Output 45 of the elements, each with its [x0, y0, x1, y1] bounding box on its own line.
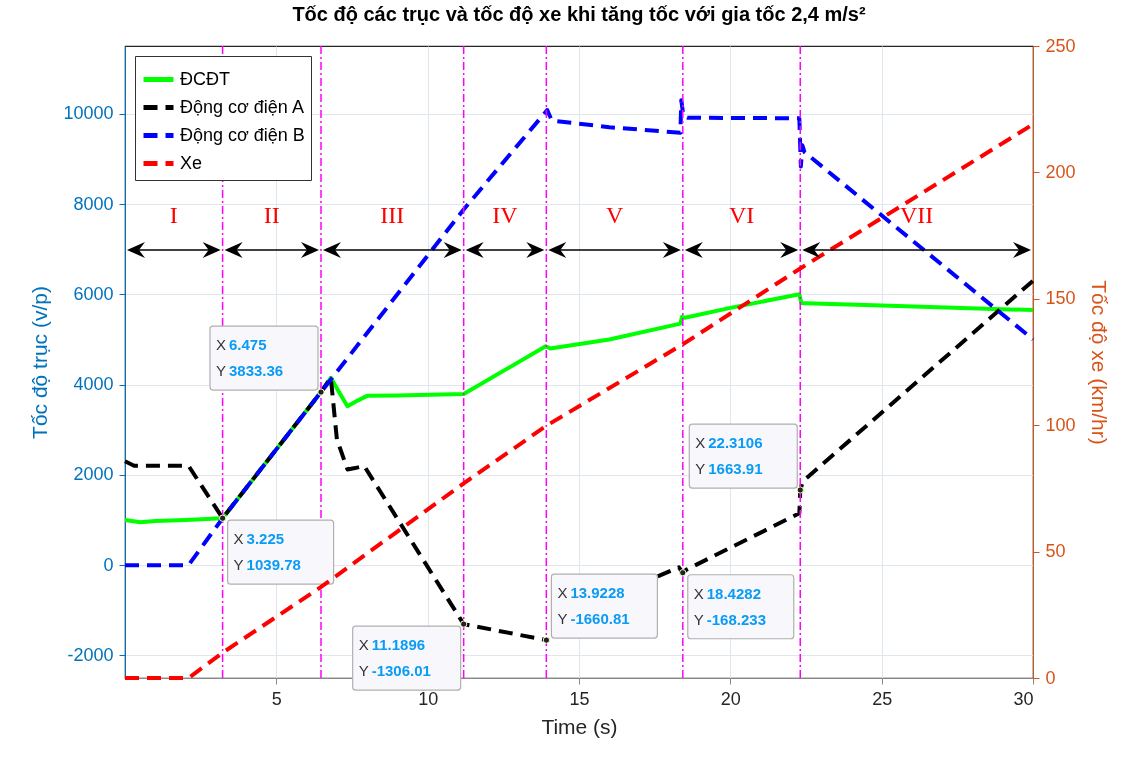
legend-label: ĐCĐT	[180, 68, 230, 89]
y2-tick-label: 150	[1045, 288, 1076, 309]
annotation: X 22.3106 Y 1663.91	[695, 434, 763, 478]
annotation: VII	[899, 202, 934, 228]
annotation: I	[169, 202, 178, 228]
line-series	[123, 98, 1035, 568]
annotation: IV	[492, 202, 519, 228]
annotation: X 11.1896 Y -1306.01	[358, 636, 431, 680]
y2-tick-label: 50	[1045, 541, 1066, 562]
x-tick-label: 10	[418, 688, 439, 709]
x-tick-label: 25	[872, 688, 893, 709]
y2-tick-label: 200	[1045, 161, 1076, 182]
x-tick-label: 15	[569, 688, 590, 709]
y-tick-label: -2000	[67, 644, 114, 665]
annotation: VI	[728, 202, 755, 228]
y-tick-label: 10000	[63, 103, 114, 124]
y2-tick-label: 100	[1045, 414, 1076, 435]
annotation: V	[605, 202, 624, 228]
annotation: II	[263, 202, 280, 228]
point	[679, 569, 687, 577]
annotation: X 18.4282 Y -168.233	[693, 584, 766, 628]
point	[796, 486, 804, 494]
y2-tick-label: 0	[1045, 667, 1056, 688]
y2-axis-title: Tốc độ xe (km/hr)	[1087, 280, 1111, 445]
y-axis-title: Tốc độ trục (v/p)	[28, 286, 52, 439]
annotation: III	[380, 202, 405, 228]
y-tick-label: 4000	[73, 374, 114, 395]
legend-label: Động cơ điện A	[180, 96, 304, 117]
legend-label: Xe	[180, 152, 203, 173]
annotation: X 13.9228 Y -1660.81	[557, 584, 630, 628]
y-tick-label: 8000	[73, 193, 114, 214]
y-tick-label: 0	[103, 554, 114, 575]
legend-label: Động cơ điện B	[180, 124, 305, 145]
point	[542, 636, 551, 644]
y2-tick-label: 250	[1045, 35, 1076, 56]
x-tick-label: 30	[1013, 688, 1034, 709]
annotation: X 6.475 Y 3833.36	[215, 336, 284, 380]
x-tick-label: 5	[271, 688, 282, 709]
y-tick-label: 2000	[73, 464, 114, 485]
x-tick-label: 20	[720, 688, 741, 709]
annotation: X 3.225 Y 1039.78	[233, 530, 301, 574]
y-tick-label: 6000	[73, 283, 114, 304]
chart-title: Tốc độ các trục và tốc độ xe khi tăng tốc với gia tốc 2,4 m/s²	[292, 3, 866, 25]
x-axis-title: Time (s)	[541, 714, 618, 738]
point	[460, 620, 468, 628]
